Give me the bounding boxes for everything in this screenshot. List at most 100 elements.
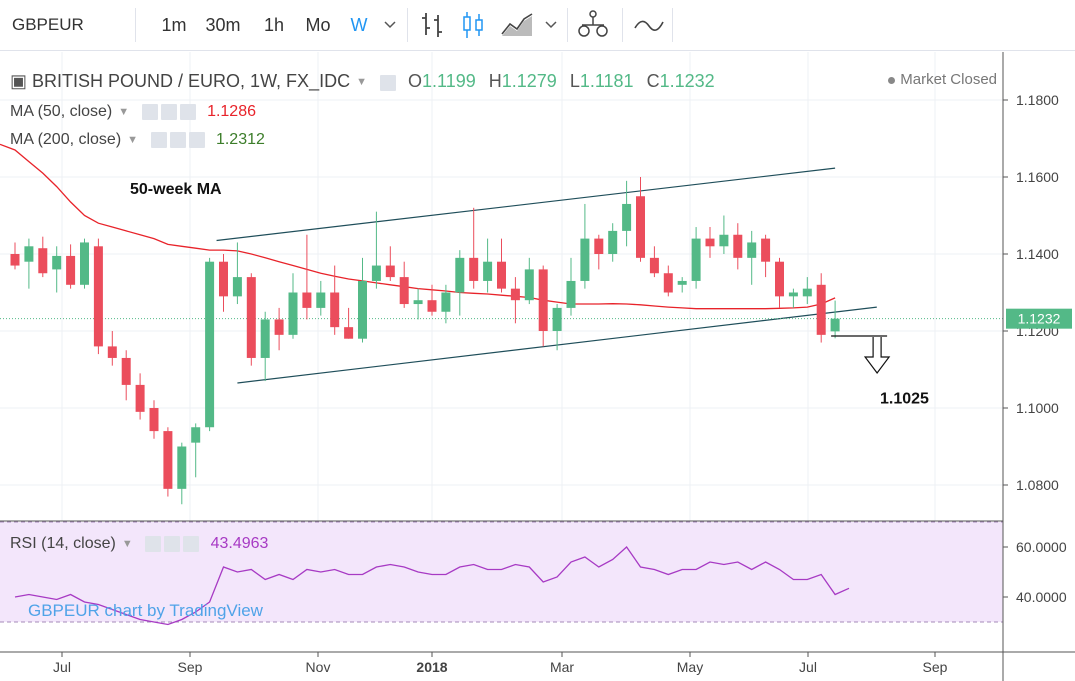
price-tick-label: 1.1400 xyxy=(1016,246,1059,262)
candle-body[interactable] xyxy=(788,292,798,297)
candle-body[interactable] xyxy=(66,255,76,285)
interval-week[interactable]: W xyxy=(350,15,368,35)
interval-month[interactable]: Mo xyxy=(305,15,331,35)
time-tick-label: Jul xyxy=(799,659,817,675)
toolbar-divider xyxy=(622,8,623,42)
candle-body[interactable] xyxy=(469,257,479,281)
symbol-search[interactable]: GBPEUR xyxy=(12,15,84,34)
candle-body[interactable] xyxy=(232,277,242,297)
candle-body[interactable] xyxy=(761,238,771,262)
indicators-icon[interactable] xyxy=(632,0,666,50)
close-icon xyxy=(188,131,205,148)
candle-body[interactable] xyxy=(677,280,687,285)
candle-body[interactable] xyxy=(205,261,215,428)
candle-body[interactable] xyxy=(719,234,729,247)
candle-body[interactable] xyxy=(24,246,34,262)
chevron-down-icon[interactable]: ▼ xyxy=(127,134,139,146)
candle-body[interactable] xyxy=(163,431,173,489)
rsi-tick-label: 60.0000 xyxy=(1016,539,1067,555)
bar-chart-icon[interactable] xyxy=(420,0,446,50)
candle-body[interactable] xyxy=(566,280,576,308)
candle-body[interactable] xyxy=(663,273,673,293)
candle-body[interactable] xyxy=(38,248,48,274)
interval-1h[interactable]: 1h xyxy=(263,15,285,35)
candle-body[interactable] xyxy=(219,261,228,297)
candle-body[interactable] xyxy=(733,234,743,258)
eye-icon xyxy=(150,131,167,148)
chevron-down-icon[interactable]: ▼ xyxy=(121,538,133,550)
indicator-buttons[interactable] xyxy=(141,103,199,121)
candle-body[interactable] xyxy=(802,288,812,297)
candle-body[interactable] xyxy=(775,261,784,297)
candle-body[interactable] xyxy=(427,300,437,312)
candle-body[interactable] xyxy=(399,277,409,305)
price-tick-label: 1.0800 xyxy=(1016,477,1059,493)
chevron-down-icon[interactable] xyxy=(542,0,560,50)
chart-canvas[interactable]: 1.18001.16001.14001.12001.10001.080060.0… xyxy=(0,52,1075,681)
candle-body[interactable] xyxy=(149,408,159,432)
candle-body[interactable] xyxy=(747,242,757,258)
candles-icon[interactable] xyxy=(460,0,486,50)
candle-body[interactable] xyxy=(483,261,493,281)
down-arrow-icon xyxy=(863,337,891,375)
rsi-tick-label: 40.0000 xyxy=(1016,589,1067,605)
chevron-down-icon[interactable]: ▼ xyxy=(118,106,130,118)
close-value: 1.1232 xyxy=(659,71,715,91)
candle-body[interactable] xyxy=(497,261,506,289)
indicator-buttons[interactable] xyxy=(150,131,208,149)
candle-body[interactable] xyxy=(455,257,465,293)
candle-body[interactable] xyxy=(358,280,367,339)
candle-body[interactable] xyxy=(594,238,604,254)
high-label: H xyxy=(488,71,502,91)
candle-body[interactable] xyxy=(316,292,326,308)
candle-body[interactable] xyxy=(830,318,840,332)
candle-body[interactable] xyxy=(107,346,117,358)
candle-body[interactable] xyxy=(524,269,534,301)
candle-body[interactable] xyxy=(636,196,645,258)
candle-body[interactable] xyxy=(691,238,701,281)
candle-body[interactable] xyxy=(441,292,451,312)
candle-body[interactable] xyxy=(622,203,632,231)
candle-body[interactable] xyxy=(816,284,826,335)
candle-body[interactable] xyxy=(135,384,145,412)
compare-icon[interactable] xyxy=(576,0,610,50)
candle-body[interactable] xyxy=(385,265,395,278)
chevron-down-icon[interactable]: ▼ xyxy=(356,76,367,89)
time-tick-label: May xyxy=(677,659,703,675)
candle-body[interactable] xyxy=(608,230,618,254)
candle-body[interactable] xyxy=(552,307,562,331)
candle-body[interactable] xyxy=(52,255,62,270)
candle-body[interactable] xyxy=(93,246,103,347)
candle-body[interactable] xyxy=(288,292,298,335)
candle-body[interactable] xyxy=(330,292,340,328)
eye-icon[interactable] xyxy=(379,72,399,93)
candle-body[interactable] xyxy=(371,265,381,281)
candle-body[interactable] xyxy=(649,257,659,274)
candle-body[interactable] xyxy=(80,242,89,285)
candle-body[interactable] xyxy=(177,446,187,489)
ma50-value: 1.1286 xyxy=(207,103,256,121)
area-chart-icon[interactable] xyxy=(500,0,534,50)
candle-body[interactable] xyxy=(302,292,312,308)
candle-body[interactable] xyxy=(260,319,270,358)
candle-body[interactable] xyxy=(191,427,201,443)
candle-body[interactable] xyxy=(246,277,256,358)
ma200-value: 1.2312 xyxy=(215,131,265,149)
candle-body[interactable] xyxy=(344,327,354,339)
candle-body[interactable] xyxy=(705,238,715,247)
gear-icon xyxy=(160,103,177,120)
candle-body[interactable] xyxy=(510,288,520,301)
time-tick-label: Mar xyxy=(550,659,574,675)
candle-body[interactable] xyxy=(10,254,20,266)
candle-body[interactable] xyxy=(274,319,284,335)
candle-body[interactable] xyxy=(538,269,548,331)
indicator-buttons[interactable] xyxy=(145,535,202,553)
candle-body[interactable] xyxy=(580,238,590,281)
candle-body[interactable] xyxy=(121,357,131,385)
interval-1m[interactable]: 1m xyxy=(161,15,187,35)
interval-30m[interactable]: 30m xyxy=(205,15,241,35)
candle-body[interactable] xyxy=(413,300,423,305)
chevron-down-icon[interactable] xyxy=(381,0,399,50)
time-tick-label: Sep xyxy=(178,659,203,675)
rsi-legend: RSI (14, close) ▼ 43.4963 xyxy=(10,535,268,553)
